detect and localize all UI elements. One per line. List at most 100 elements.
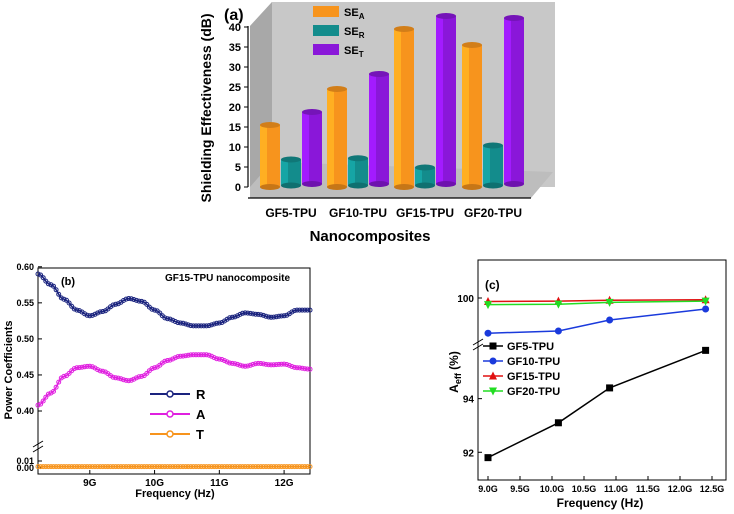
panel-a-bar (302, 109, 322, 187)
panel-b-marker (51, 388, 56, 394)
panel-b-marker (268, 314, 274, 320)
panel-b-marker (157, 310, 163, 316)
panel-b-marker (273, 314, 279, 320)
panel-b-marker (289, 309, 295, 315)
panel-b-marker (58, 295, 64, 301)
panel-c-ylabel-sub: eff (453, 372, 463, 384)
panel-b-marker (242, 310, 248, 316)
panel-b-marker (227, 315, 233, 321)
panel-c-series-GF5-TPU (484, 346, 710, 462)
panel-b-y-tick-label: 0.00 (16, 463, 34, 473)
panel-b-marker (237, 362, 243, 368)
panel-b-marker (240, 310, 246, 316)
panel-b-marker (250, 361, 256, 367)
panel-b-marker (146, 464, 152, 470)
panel-b-marker (235, 361, 240, 367)
panel-b-marker (258, 464, 264, 470)
panel-b-marker (222, 464, 227, 470)
panel-a-legend-sub: A (359, 12, 365, 21)
panel-b-marker (183, 321, 189, 327)
panel-a-bar-top (260, 122, 280, 128)
panel-b-marker (255, 311, 261, 317)
panel-b-series-R (35, 271, 313, 329)
panel-b-marker (196, 352, 202, 358)
panel-b-marker (271, 464, 277, 470)
panel-b-marker (247, 362, 253, 368)
panel-b-marker (149, 306, 155, 312)
panel-b-marker (304, 307, 310, 313)
panel-b-marker (242, 464, 248, 470)
panel-b-marker (61, 464, 67, 470)
panel-b-marker (279, 361, 284, 367)
panel-a-bar-bottom (260, 184, 280, 190)
panel-b-marker (279, 313, 284, 319)
panel-c-marker (702, 346, 710, 354)
panel-b-marker (139, 298, 145, 304)
panel-c-marker (554, 419, 562, 427)
panel-c-line (487, 349, 706, 459)
panel-b-marker (38, 272, 44, 278)
panel-c-x-tick-label: 10.5G (572, 484, 597, 494)
panel-b-marker (51, 464, 56, 470)
panel-a-x-tick-label: GF15-TPU (396, 206, 454, 220)
panel-b-marker (214, 356, 220, 362)
panel-b-marker (53, 384, 59, 390)
panel-a-bar-top (327, 86, 347, 92)
panel-b-marker (64, 464, 69, 470)
panel-b-marker (118, 376, 124, 382)
panel-b-marker (110, 464, 116, 470)
panel-a-xlabel: Nanocomposites (310, 228, 431, 245)
panel-b-marker (170, 317, 176, 323)
panel-b-marker (180, 464, 186, 470)
panel-b-marker (133, 297, 139, 303)
panel-c-legend-label: GF15-TPU (507, 371, 560, 383)
panel-b-marker (302, 366, 308, 372)
panel-b-marker (203, 352, 209, 358)
panel-b-x-tick-label: 10G (145, 478, 164, 489)
panel-b-marker (79, 364, 85, 370)
panel-c-legend: GF5-TPU GF10-TPU GF15-TPU GF20-TPU (483, 341, 560, 398)
panel-b-marker (190, 352, 196, 358)
panel-b-marker (102, 464, 108, 470)
panel-b-xlabel: Frequency (Hz) (135, 488, 215, 500)
panel-a-legend-main: SE (344, 45, 359, 57)
panel-b-marker (165, 464, 170, 470)
panel-b-marker (87, 363, 93, 369)
panel-b-marker (297, 307, 303, 313)
panel-c-y-ticks: 92 94 100 (457, 294, 482, 459)
panel-b-legend-marker (166, 410, 174, 418)
panel-b-y-ticks: 0.40 0.45 0.50 0.55 0.60 0.000.01 (16, 262, 42, 473)
panel-b-marker (250, 311, 256, 317)
panel-b-marker (95, 464, 101, 470)
panel-b-marker (110, 302, 116, 308)
panel-b-marker (43, 394, 49, 400)
panel-b-marker (286, 464, 292, 470)
panel-a-bar (369, 71, 389, 187)
panel-a-x-tick-label: GF20-TPU (464, 206, 522, 220)
panel-b-marker (206, 323, 212, 329)
panel-b-marker (183, 464, 189, 470)
panel-b-marker (190, 464, 196, 470)
panel-c-legend-label: GF10-TPU (507, 356, 560, 368)
panel-b-marker (53, 464, 59, 470)
panel-b-label: (b) (61, 276, 75, 288)
panel-b-marker (201, 464, 207, 470)
panel-b-marker (232, 361, 238, 367)
panel-b-marker (58, 464, 64, 470)
panel-b-marker (178, 320, 183, 326)
panel-c-marker (489, 357, 497, 365)
panel-b-marker (61, 373, 67, 379)
panel-b-marker (167, 357, 173, 363)
panel-c-marker (489, 371, 497, 380)
panel-b-marker (193, 464, 199, 470)
panel-b-marker (292, 308, 297, 314)
panel-b-marker (89, 364, 95, 370)
panel-b-marker (211, 355, 217, 361)
panel-b-marker (263, 361, 269, 367)
panel-c-marker (484, 301, 492, 310)
panel-b-marker (51, 283, 56, 289)
panel-b-marker (162, 464, 168, 470)
panel-b-marker (235, 313, 240, 319)
panel-b-marker (193, 323, 199, 329)
panel-b-marker (133, 375, 139, 381)
